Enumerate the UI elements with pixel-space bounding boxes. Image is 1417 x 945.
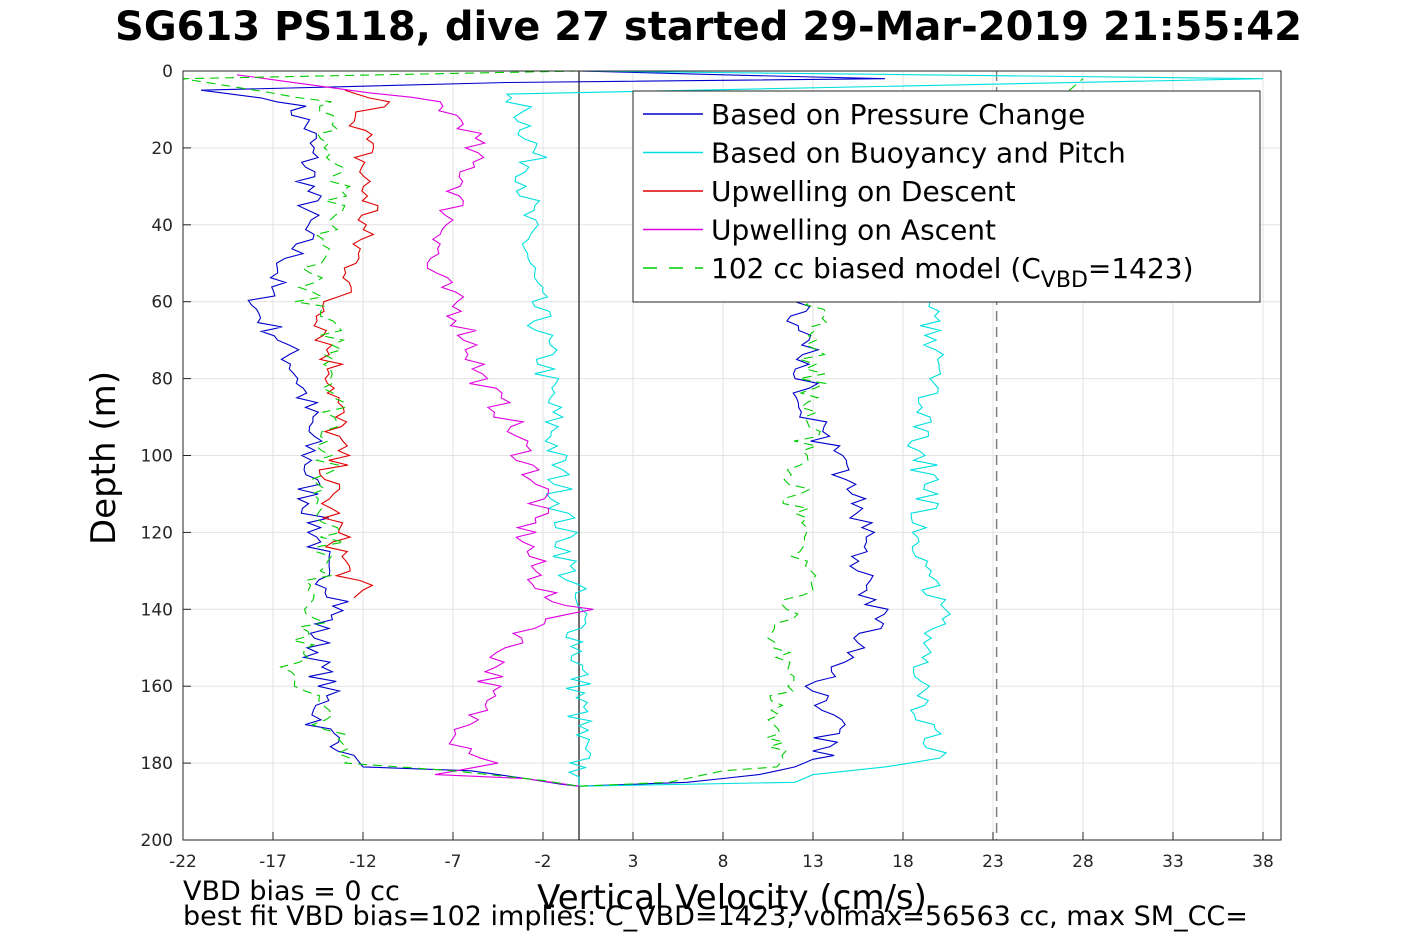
y-tick-label: 180 [141,754,173,774]
legend: Based on Pressure Change Based on Buoyanc… [632,90,1261,303]
x-axis-label: Vertical Velocity (cm/s) [537,878,927,918]
y-tick-label: 80 [151,370,173,390]
x-tick-label: 28 [1072,852,1094,872]
legend-label: Based on Buoyancy and Pitch [711,137,1126,170]
series-line-102-cc-biased-model-c-vbd-1423- [182,70,580,787]
y-tick-label: 60 [151,293,173,313]
series-layer [182,70,1264,787]
series-line-upwelling-on-ascent [236,74,594,787]
y-tick-label: 40 [151,216,173,236]
footer-fit-note: best fit VBD bias=102 implies: C_VBD=142… [183,901,1248,932]
legend-label: Upwelling on Descent [711,175,1016,208]
y-tick-label: 100 [141,447,173,467]
y-tick-label: 200 [141,831,173,851]
footer-bias-note: VBD bias = 0 cc [183,876,400,907]
y-tick-label: 20 [151,139,173,159]
chart-title: SG613 PS118, dive 27 started 29-Mar-2019… [115,4,1302,50]
x-tick-label: -7 [445,852,462,872]
y-tick-labels: 0 20 40 60 80 100 120 140 160 180 200 [141,62,173,851]
x-tick-label: 33 [1162,852,1184,872]
x-tick-label: -22 [169,852,197,872]
axes-box [182,70,1282,841]
y-tick-label: 120 [141,523,173,543]
x-tick-label: 38 [1252,852,1274,872]
x-tick-label: 3 [628,852,639,872]
y-tick-label: 140 [141,600,173,620]
x-tick-label: -12 [349,852,377,872]
y-tick-label: 160 [141,677,173,697]
legend-label: 102 cc biased model (CVBD=1423) [711,252,1194,293]
x-tick-label: 18 [892,852,914,872]
y-tick-label: 0 [162,62,173,82]
x-tick-labels: -22 -17 -12 -7 -2 3 8 13 18 23 28 33 38 [169,852,1274,872]
series-line-upwelling-on-descent [313,89,391,599]
series-line-based-on-pressure-change [200,70,886,787]
x-tick-label: 23 [982,852,1004,872]
y-axis-label: Depth (m) [84,370,124,546]
legend-box [632,90,1261,303]
series-line-based-on-buoyancy-and-pitch [578,301,951,787]
x-tick-label: 13 [802,852,824,872]
x-tick-label: 8 [718,852,729,872]
series-line-based-on-pressure-change [578,301,889,787]
x-tick-label: -17 [259,852,287,872]
legend-label: Based on Pressure Change [711,98,1085,131]
series-line-based-on-buoyancy-and-pitch [504,70,1264,787]
x-tick-label: -2 [535,852,552,872]
legend-label: Upwelling on Ascent [711,214,996,247]
